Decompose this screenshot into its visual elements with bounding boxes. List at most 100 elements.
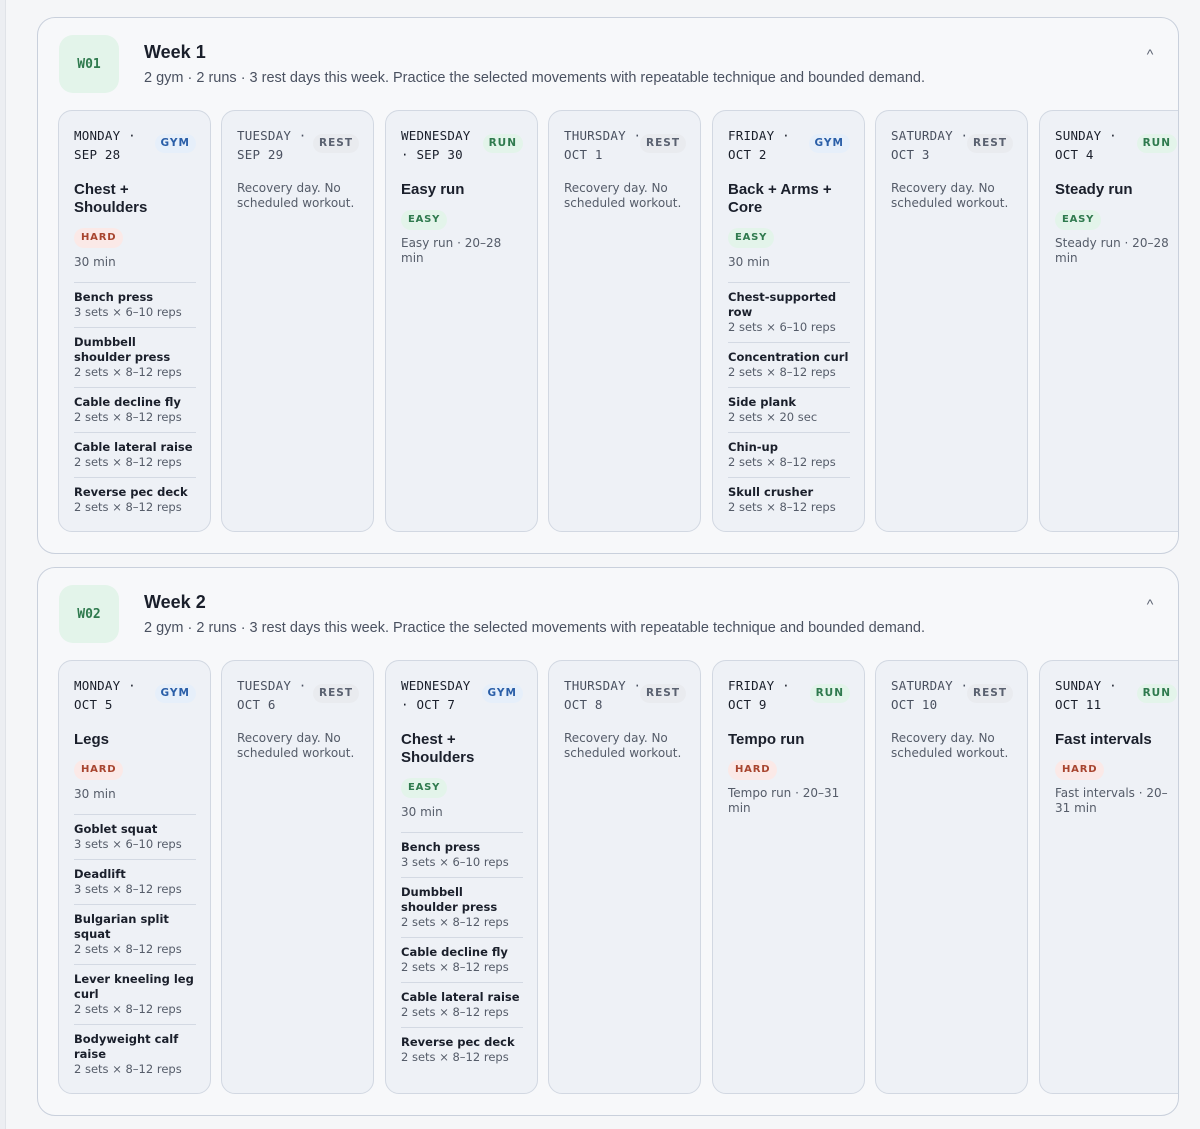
week-code-badge: W01 — [59, 35, 119, 93]
exercise-name: Bulgarian split squat — [74, 912, 169, 941]
exercise-item[interactable]: Chin-up 2 sets × 8–12 reps — [728, 432, 850, 477]
exercise-item[interactable]: Cable lateral raise 2 sets × 8–12 reps — [74, 432, 196, 477]
exercise-scheme: 2 sets × 8–12 reps — [74, 410, 182, 424]
workout-title: Chest + Shoulders — [401, 731, 475, 766]
day-type-badge: REST — [967, 684, 1013, 703]
day-list: MONDAY · SEP 28 GYM Chest + Shoulders HARD 3… — [58, 110, 1178, 553]
day-type-badge: GYM — [481, 684, 523, 703]
exercise-item[interactable]: Cable lateral raise 2 sets × 8–12 reps — [401, 982, 523, 1027]
exercise-name: Cable decline fly — [74, 395, 181, 409]
day-type-badge: GYM — [154, 684, 196, 703]
run-description: Steady run · 20–28 min — [1055, 236, 1169, 265]
day-date: TUESDAY · SEP 29 — [237, 128, 307, 162]
intensity-badge: HARD — [74, 760, 124, 780]
exercise-item[interactable]: Skull crusher 2 sets × 8–12 reps — [728, 477, 850, 522]
exercise-list: Goblet squat 3 sets × 6–10 reps Deadlift 3 … — [74, 814, 196, 1084]
day-header: MONDAY · SEP 28 GYM — [74, 126, 196, 172]
exercise-name: Reverse pec deck — [74, 485, 188, 499]
exercise-item[interactable]: Dumbbell shoulder press 2 sets × 8–12 rep… — [74, 327, 196, 387]
intensity-badge: EASY — [401, 778, 448, 798]
workout-title: Tempo run — [728, 731, 805, 748]
day-card-gym[interactable]: MONDAY · OCT 5 GYM Legs HARD 30 min Goblet sq… — [58, 660, 211, 1094]
day-type-badge: RUN — [809, 684, 850, 703]
exercise-scheme: 2 sets × 8–12 reps — [74, 942, 182, 956]
intensity-row: EASY — [1055, 199, 1177, 230]
day-date: MONDAY · SEP 28 — [74, 128, 136, 162]
exercise-item[interactable]: Dumbbell shoulder press 2 sets × 8–12 rep… — [401, 877, 523, 937]
day-header: TUESDAY · OCT 6 REST — [237, 676, 359, 722]
exercise-item[interactable]: Cable decline fly 2 sets × 8–12 reps — [74, 387, 196, 432]
exercise-item[interactable]: Reverse pec deck 2 sets × 8–12 reps — [401, 1027, 523, 1072]
exercise-item[interactable]: Chest-supported row 2 sets × 6–10 reps — [728, 282, 850, 342]
exercise-name: Cable lateral raise — [401, 990, 520, 1004]
rest-description: Recovery day. No scheduled workout. — [891, 731, 1009, 760]
day-date: MONDAY · OCT 5 — [74, 678, 136, 712]
exercise-item[interactable]: Bulgarian split squat 2 sets × 8–12 reps — [74, 904, 196, 964]
workout-title: Steady run — [1055, 181, 1133, 198]
day-type-badge: RUN — [1136, 134, 1177, 153]
exercise-list: Bench press 3 sets × 6–10 reps Dumbbell sh… — [401, 832, 523, 1072]
exercise-item[interactable]: Side plank 2 sets × 20 sec — [728, 387, 850, 432]
exercise-item[interactable]: Bodyweight calf raise 2 sets × 8–12 reps — [74, 1024, 196, 1084]
day-type-badge: GYM — [154, 134, 196, 153]
rest-description: Recovery day. No scheduled workout. — [564, 181, 682, 210]
day-card-run[interactable]: WEDNESDAY · SEP 30 RUN Easy run EASY Easy ru… — [385, 110, 538, 532]
day-card-rest[interactable]: THURSDAY · OCT 1 REST Recovery day. No sch… — [548, 110, 701, 532]
run-description: Fast intervals · 20–31 min — [1055, 786, 1168, 815]
day-type-badge: REST — [967, 134, 1013, 153]
exercise-scheme: 3 sets × 6–10 reps — [74, 837, 182, 851]
exercise-scheme: 2 sets × 8–12 reps — [401, 1005, 509, 1019]
exercise-item[interactable]: Lever kneeling leg curl 2 sets × 8–12 rep… — [74, 964, 196, 1024]
exercise-name: Goblet squat — [74, 822, 158, 836]
day-card-gym[interactable]: MONDAY · SEP 28 GYM Chest + Shoulders HARD 3… — [58, 110, 211, 532]
day-card-rest[interactable]: TUESDAY · SEP 29 REST Recovery day. No sch… — [221, 110, 374, 532]
intensity-row: EASY — [401, 199, 523, 230]
intensity-row: EASY — [401, 767, 523, 798]
intensity-row: HARD — [74, 749, 196, 780]
chevron-up-icon[interactable]: ^ — [1146, 596, 1154, 612]
day-date: SATURDAY · OCT 10 — [891, 678, 969, 712]
workout-title: Easy run — [401, 181, 465, 198]
week-card: W01 Week 1 2 gym · 2 runs · 3 rest days … — [37, 17, 1179, 554]
exercise-item[interactable]: Bench press 3 sets × 6–10 reps — [401, 832, 523, 877]
exercise-item[interactable]: Cable decline fly 2 sets × 8–12 reps — [401, 937, 523, 982]
day-header: SATURDAY · OCT 3 REST — [891, 126, 1013, 172]
day-date: THURSDAY · OCT 8 — [564, 678, 642, 712]
day-card-run[interactable]: SUNDAY · OCT 4 RUN Steady run EASY Steady ru… — [1039, 110, 1178, 532]
workout-title: Legs — [74, 731, 110, 748]
workout-duration: 30 min — [728, 255, 770, 269]
exercise-item[interactable]: Concentration curl 2 sets × 8–12 reps — [728, 342, 850, 387]
exercise-item[interactable]: Goblet squat 3 sets × 6–10 reps — [74, 814, 196, 859]
day-card-rest[interactable]: TUESDAY · OCT 6 REST Recovery day. No sche… — [221, 660, 374, 1094]
day-card-rest[interactable]: SATURDAY · OCT 10 REST Recovery day. No sc… — [875, 660, 1028, 1094]
day-date: FRIDAY · OCT 2 — [728, 128, 790, 162]
week-title: Week 1 — [144, 42, 206, 62]
exercise-scheme: 2 sets × 8–12 reps — [74, 1062, 182, 1076]
day-card-run[interactable]: SUNDAY · OCT 11 RUN Fast intervals HARD Fast… — [1039, 660, 1178, 1094]
workout-title: Back + Arms + Core — [728, 181, 832, 216]
workout-duration: 30 min — [74, 255, 116, 269]
intensity-badge: HARD — [728, 760, 778, 780]
exercise-item[interactable]: Bench press 3 sets × 6–10 reps — [74, 282, 196, 327]
exercise-name: Bench press — [401, 840, 481, 854]
exercise-scheme: 2 sets × 8–12 reps — [728, 455, 836, 469]
exercise-scheme: 3 sets × 6–10 reps — [401, 855, 509, 869]
day-header: SUNDAY · OCT 11 RUN — [1055, 676, 1177, 722]
day-header: FRIDAY · OCT 2 GYM — [728, 126, 850, 172]
day-card-gym[interactable]: FRIDAY · OCT 2 GYM Back + Arms + Core EASY 3… — [712, 110, 865, 532]
chevron-up-icon[interactable]: ^ — [1146, 46, 1154, 62]
exercise-name: Cable decline fly — [401, 945, 508, 959]
day-card-rest[interactable]: SATURDAY · OCT 3 REST Recovery day. No sch… — [875, 110, 1028, 532]
day-card-gym[interactable]: WEDNESDAY · OCT 7 GYM Chest + Shoulders EAS… — [385, 660, 538, 1094]
day-card-rest[interactable]: THURSDAY · OCT 8 REST Recovery day. No sch… — [548, 660, 701, 1094]
exercise-scheme: 2 sets × 8–12 reps — [74, 455, 182, 469]
exercise-name: Chin-up — [728, 440, 778, 454]
intensity-badge: EASY — [1055, 210, 1102, 230]
intensity-row: HARD — [1055, 749, 1177, 780]
exercise-item[interactable]: Reverse pec deck 2 sets × 8–12 reps — [74, 477, 196, 522]
exercise-item[interactable]: Deadlift 3 sets × 8–12 reps — [74, 859, 196, 904]
day-card-run[interactable]: FRIDAY · OCT 9 RUN Tempo run HARD Tempo run … — [712, 660, 865, 1094]
exercise-name: Dumbbell shoulder press — [74, 335, 171, 364]
exercise-scheme: 2 sets × 6–10 reps — [728, 320, 836, 334]
day-header: TUESDAY · SEP 29 REST — [237, 126, 359, 172]
